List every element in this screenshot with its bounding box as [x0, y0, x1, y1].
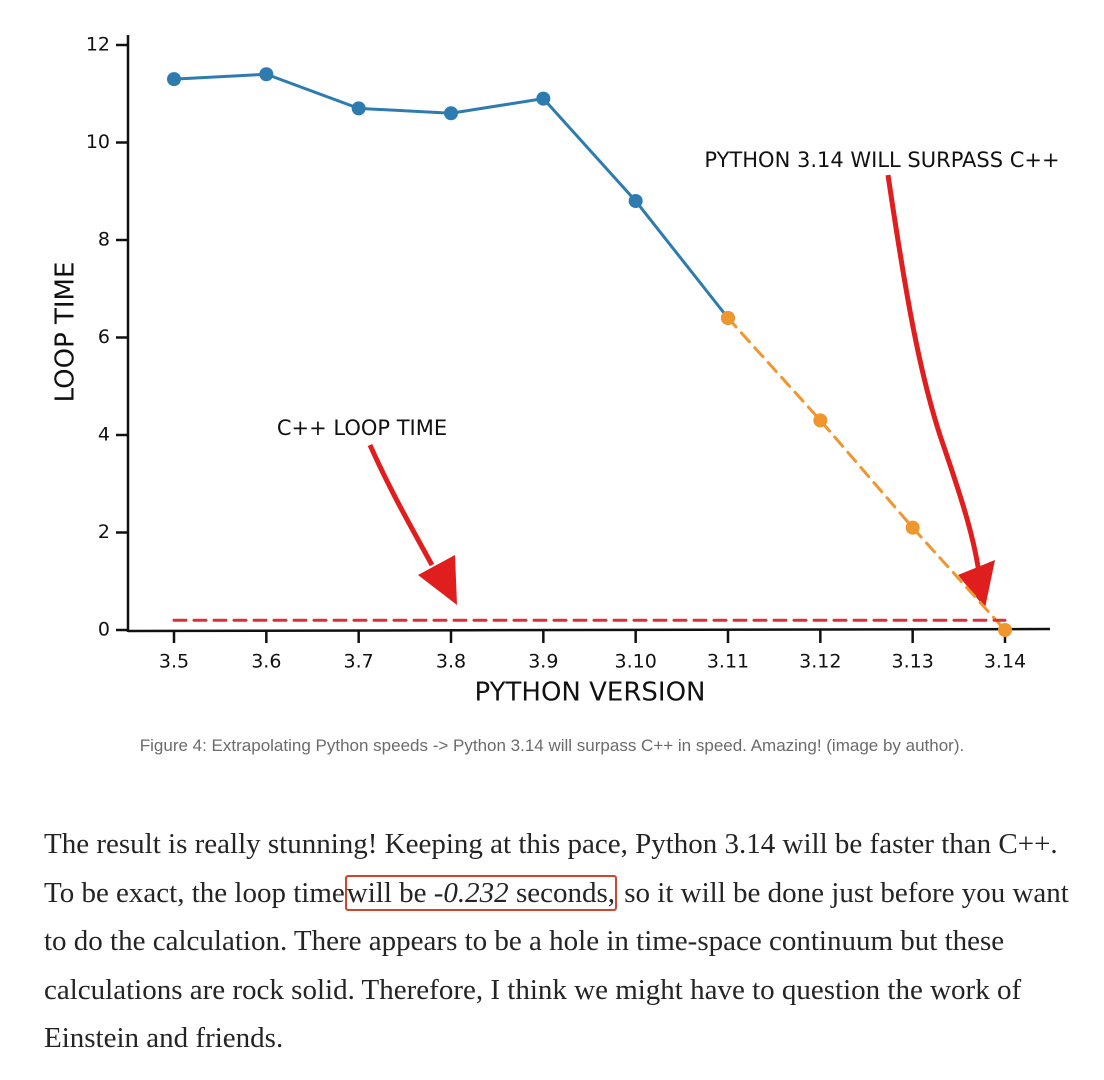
text: so it will be done just before you want …	[44, 876, 1069, 1055]
y-tick-label: 6	[98, 326, 110, 348]
chart: PYTHON 3.14 WILL SURPASS C++ C++ LOOP TI…	[51, 34, 1060, 708]
text: will be	[346, 876, 434, 909]
annotation: PYTHON 3.14 WILL SURPASS C++	[704, 148, 1059, 172]
x-tick-label: 3.6	[251, 651, 281, 673]
y-tick-label: 2	[98, 521, 110, 543]
x-tick-label: 3.10	[615, 651, 657, 673]
x-tick-label: 3.11	[707, 651, 749, 673]
point	[536, 91, 551, 106]
x-axis-label: PYTHON VERSION	[475, 678, 706, 708]
point	[351, 101, 366, 116]
point	[813, 413, 828, 428]
point	[905, 520, 920, 535]
point	[444, 106, 458, 121]
number: -0.232	[433, 876, 509, 909]
y-tick-label: 10	[86, 131, 110, 153]
annotation: C++ LOOP TIME	[277, 416, 447, 440]
text: The result is really stunning! Keeping a…	[44, 828, 1058, 909]
y-axis-label: LOOP TIME	[51, 262, 81, 403]
point	[998, 623, 1012, 637]
point	[628, 194, 643, 208]
arrow-head	[958, 560, 995, 608]
paragraph: The result is really stunning! Keeping a…	[44, 820, 1074, 1063]
text: seconds,	[508, 876, 616, 909]
point	[721, 311, 735, 325]
series-line	[726, 316, 1007, 632]
caption: Figure 4: Extrapolating Python speeds ->…	[139, 736, 965, 755]
x-tick-label: 3.9	[528, 651, 558, 673]
y-tick-label: 12	[86, 34, 110, 56]
x-tick-label: 3.8	[436, 651, 466, 673]
x-tick-label: 3.7	[344, 651, 374, 673]
point	[167, 72, 181, 87]
arrow-head	[418, 555, 457, 605]
point	[259, 67, 274, 82]
highlight: will be -0.232 seconds,	[344, 874, 618, 911]
arrow	[885, 174, 983, 581]
x-tick-label: 3.14	[984, 651, 1026, 673]
y-tick-label: 8	[98, 229, 110, 251]
y-tick-label: 0	[98, 619, 110, 641]
x-tick-label: 3.13	[892, 651, 934, 673]
x-axis	[127, 627, 1051, 633]
x-tick-label: 3.12	[799, 651, 841, 673]
y-tick-label: 4	[98, 424, 110, 446]
arrow	[367, 443, 435, 567]
x-tick-label: 3.5	[159, 651, 189, 673]
